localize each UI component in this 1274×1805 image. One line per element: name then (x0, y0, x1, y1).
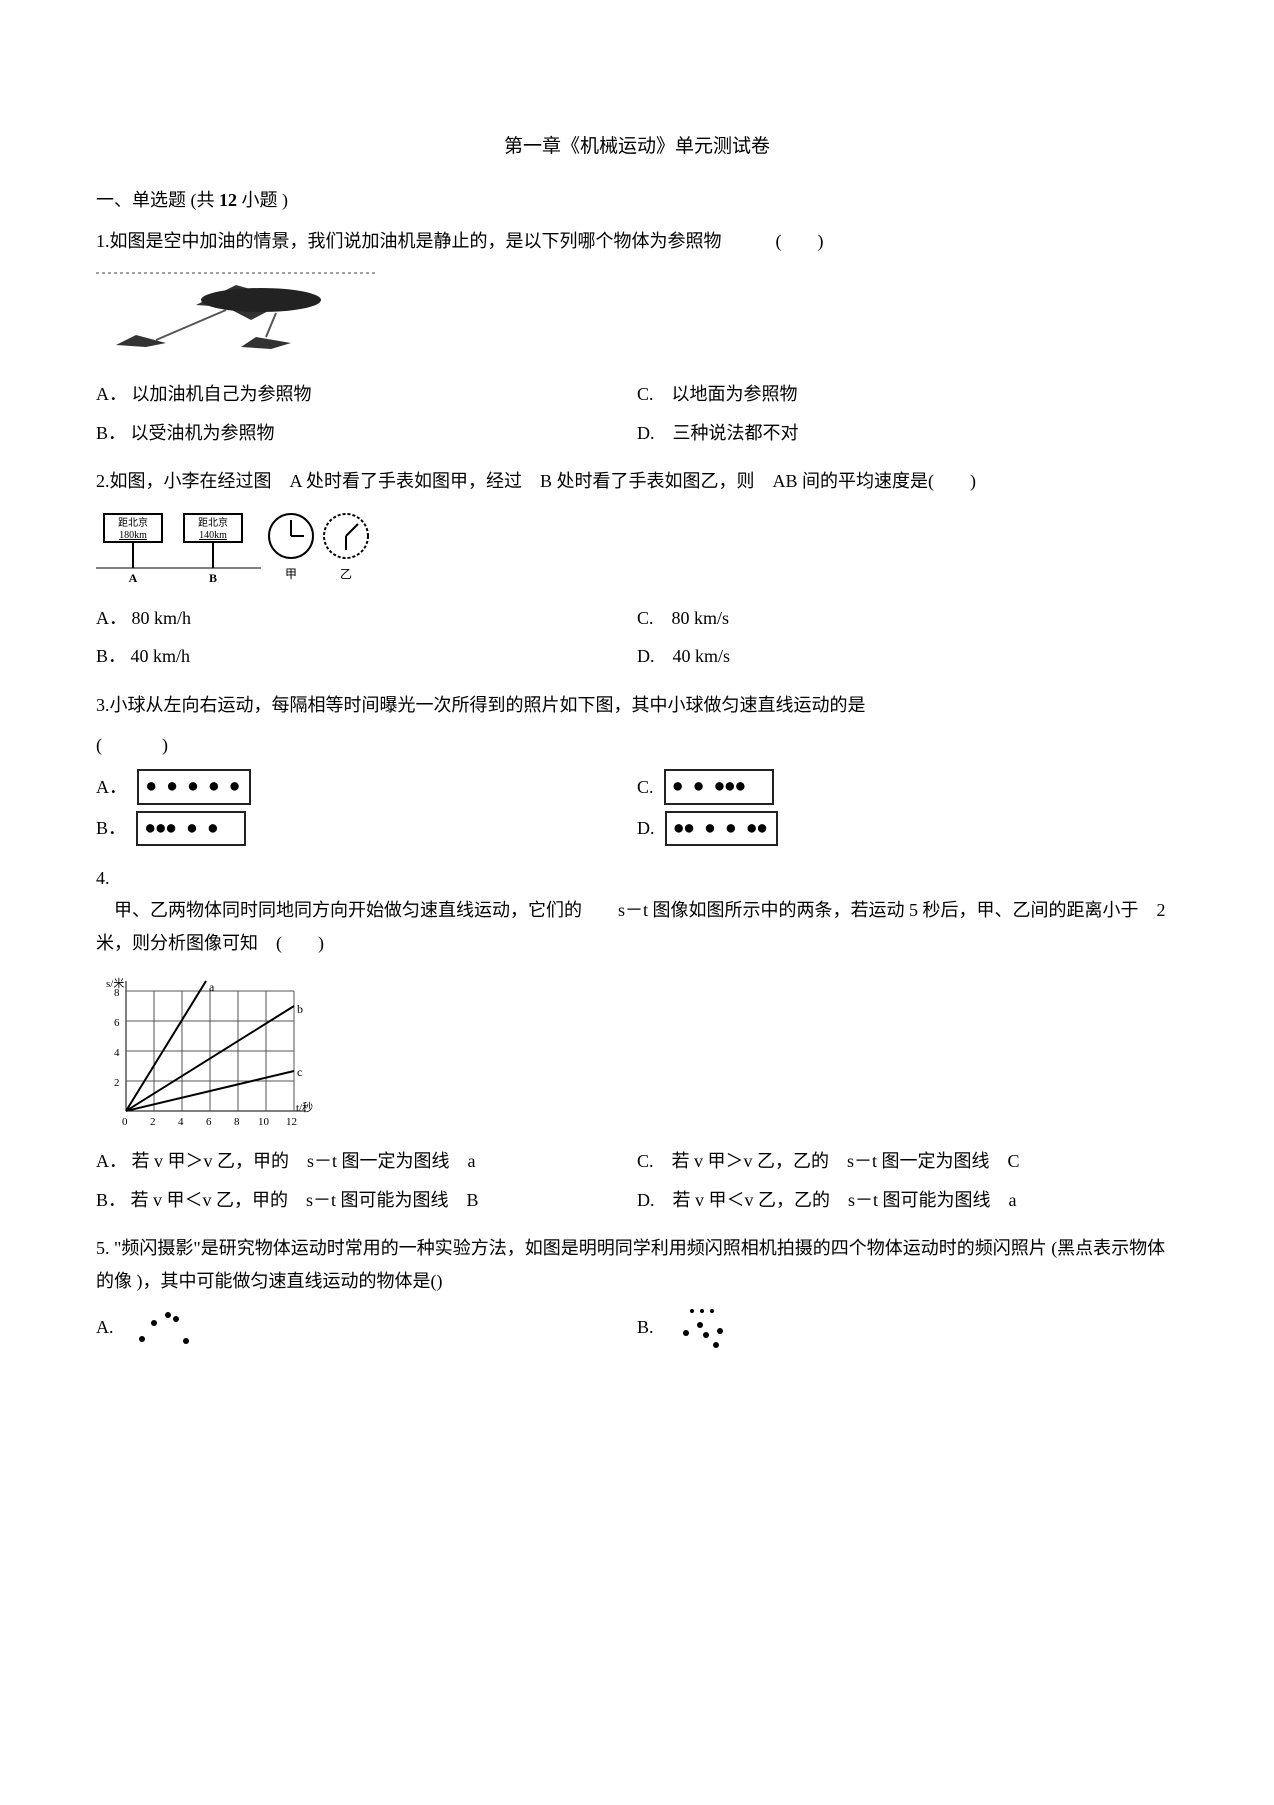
svg-text:B: B (209, 571, 217, 585)
question-4: 4. 甲、乙两物体同时同地同方向开始做匀速直线运动，它们的 s－t 图像如图所示… (96, 862, 1178, 1222)
question-1: 1.如图是空中加油的情景，我们说加油机是静止的，是以下列哪个物体为参照物 ( )… (96, 225, 1178, 456)
q3-opt-d-label: D. (637, 812, 655, 844)
svg-text:4: 4 (178, 1116, 184, 1128)
svg-text:b: b (297, 1002, 303, 1016)
section-pre: 一、单选题 (共 (96, 190, 219, 210)
svg-text:距北京: 距北京 (118, 516, 148, 529)
svg-text:6: 6 (114, 1017, 120, 1029)
svg-text:2: 2 (114, 1077, 120, 1089)
svg-text:180km: 180km (119, 530, 147, 541)
svg-text:10: 10 (258, 1116, 270, 1128)
airplane-figure (96, 265, 376, 360)
q4-opt-c: C. 若 v 甲＞v 乙，乙的 s－t 图一定为图线 C (637, 1145, 1178, 1177)
q2-text: 2.如图，小李在经过图 A 处时看了手表如图甲，经过 B 处时看了手表如图乙，则… (96, 465, 1178, 497)
q3-opt-c-img: ● ● ●●● (664, 769, 774, 804)
svg-text:甲: 甲 (285, 567, 297, 581)
sign-clock-figure: 距北京 180km A 距北京 140km B 甲 乙 (96, 506, 376, 586)
q3-opt-d-img: ●● ● ● ●● (665, 811, 779, 846)
svg-text:距北京: 距北京 (198, 516, 228, 529)
section-post: 小题 ) (237, 190, 288, 210)
q3-opt-c: C. ● ● ●●● (637, 769, 1178, 804)
q3-opt-a: A． ● ● ● ● ● (96, 769, 637, 804)
q4-text: 甲、乙两物体同时同地同方向开始做匀速直线运动，它们的 s－t 图像如图所示中的两… (96, 894, 1178, 959)
q3-opt-a-label: A． (96, 771, 127, 803)
svg-text:8: 8 (114, 987, 120, 999)
q3-text: 3.小球从左向右运动，每隔相等时间曝光一次所得到的照片如下图，其中小球做匀速直线… (96, 689, 1178, 721)
svg-text:0: 0 (122, 1116, 128, 1128)
page-title: 第一章《机械运动》单元测试卷 (96, 130, 1178, 164)
section-count: 12 (219, 190, 237, 210)
q2-opt-b: B． 40 km/h (96, 640, 637, 672)
q5-options: A. B. (96, 1305, 1178, 1356)
q3-opt-d: D. ●● ● ● ●● (637, 811, 1178, 846)
q3-opt-c-label: C. (637, 771, 654, 803)
svg-text:140km: 140km (199, 530, 227, 541)
q1-opt-c: C. 以地面为参照物 (637, 378, 1178, 410)
q3-opt-a-img: ● ● ● ● ● (137, 769, 251, 804)
q4-figure: a b c s/米 8 6 4 2 0 2 4 6 8 10 12 t/秒 (96, 967, 1178, 1145)
q2-opt-c: C. 80 km/s (637, 602, 1178, 634)
q4-opt-d: D. 若 v 甲＜v 乙，乙的 s－t 图可能为图线 a (637, 1184, 1178, 1216)
q3-options: A． ● ● ● ● ● C. ● ● ●●● B． ●●● ● ● D. ●●… (96, 769, 1178, 851)
svg-text:8: 8 (234, 1116, 240, 1128)
svg-text:6: 6 (206, 1116, 212, 1128)
q1-opt-a: A． 以加油机自己为参照物 (96, 378, 637, 410)
st-graph: a b c s/米 8 6 4 2 0 2 4 6 8 10 12 t/秒 (96, 971, 316, 1131)
q3-opt-b: B． ●●● ● ● (96, 811, 637, 846)
svg-text:a: a (209, 980, 215, 994)
section-heading: 一、单选题 (共 12 小题 ) (96, 184, 1178, 216)
svg-text:12: 12 (286, 1116, 297, 1128)
q2-opt-a: A． 80 km/h (96, 602, 637, 634)
svg-text:A: A (129, 571, 138, 585)
q5-text: 5. "频闪摄影"是研究物体运动时常用的一种实验方法，如图是明明同学利用频闪照相… (96, 1232, 1178, 1297)
svg-text:4: 4 (114, 1047, 120, 1059)
q5-opt-a-img (132, 1305, 202, 1350)
q1-opt-b: B． 以受油机为参照物 (96, 417, 637, 449)
question-2: 2.如图，小李在经过图 A 处时看了手表如图甲，经过 B 处时看了手表如图乙，则… (96, 465, 1178, 679)
q5-opt-a-label: A. (96, 1311, 114, 1343)
q2-options: A． 80 km/h C. 80 km/s B． 40 km/h D. 40 k… (96, 602, 1178, 679)
q4-opt-b: B． 若 v 甲＜v 乙，甲的 s－t 图可能为图线 B (96, 1184, 637, 1216)
q4-opt-a: A． 若 v 甲＞v 乙，甲的 s－t 图一定为图线 a (96, 1145, 637, 1177)
q1-options: A． 以加油机自己为参照物 C. 以地面为参照物 B． 以受油机为参照物 D. … (96, 378, 1178, 455)
question-5: 5. "频闪摄影"是研究物体运动时常用的一种实验方法，如图是明明同学利用频闪照相… (96, 1232, 1178, 1356)
q5-opt-b-label: B. (637, 1311, 654, 1343)
question-3: 3.小球从左向右运动，每隔相等时间曝光一次所得到的照片如下图，其中小球做匀速直线… (96, 689, 1178, 852)
q5-opt-a: A. (96, 1305, 637, 1350)
q5-opt-b-img (672, 1305, 742, 1350)
q5-opt-b: B. (637, 1305, 1178, 1350)
q3-opt-b-img: ●●● ● ● (136, 811, 246, 846)
q1-opt-d: D. 三种说法都不对 (637, 417, 1178, 449)
q3-opt-b-label: B． (96, 812, 126, 844)
q1-text: 1.如图是空中加油的情景，我们说加油机是静止的，是以下列哪个物体为参照物 ( ) (96, 225, 1178, 257)
svg-text:t/秒: t/秒 (296, 1100, 313, 1114)
q2-figure: 距北京 180km A 距北京 140km B 甲 乙 (96, 506, 1178, 602)
q3-paren: ( ) (96, 729, 1178, 761)
svg-text:2: 2 (150, 1116, 156, 1128)
q1-figure (96, 265, 1178, 378)
svg-text:c: c (297, 1065, 302, 1079)
q4-num: 4. (96, 862, 1178, 894)
svg-text:乙: 乙 (340, 567, 352, 581)
q2-opt-d: D. 40 km/s (637, 640, 1178, 672)
q4-options: A． 若 v 甲＞v 乙，甲的 s－t 图一定为图线 a C. 若 v 甲＞v … (96, 1145, 1178, 1222)
